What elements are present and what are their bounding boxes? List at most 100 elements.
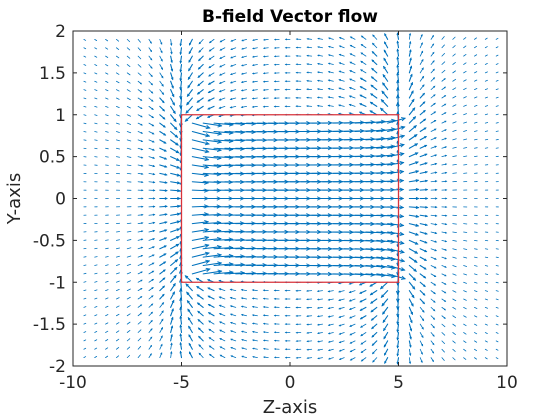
field-arrow-head: [228, 229, 234, 234]
field-arrow-head: [284, 63, 288, 66]
field-arrow: [191, 221, 209, 225]
field-arrow: [83, 272, 87, 275]
field-arrow-head: [306, 298, 309, 301]
field-arrow: [419, 171, 428, 174]
field-arrow: [191, 172, 209, 176]
field-arrow-head: [204, 141, 210, 146]
field-arrow: [419, 231, 428, 235]
field-arrow: [94, 97, 98, 100]
field-arrow-head: [152, 205, 156, 208]
field-arrow-head: [412, 116, 417, 120]
field-arrow-head: [162, 293, 165, 297]
field-arrow: [463, 256, 468, 259]
field-arrow: [419, 162, 428, 166]
field-arrow-head: [399, 214, 405, 219]
field-arrow: [371, 331, 378, 338]
field-arrow-head: [197, 327, 201, 331]
field-arrow-head: [241, 338, 244, 341]
field-arrow: [474, 298, 478, 301]
field-arrow: [495, 290, 499, 292]
field-arrow-head: [412, 107, 416, 111]
field-arrow: [126, 321, 131, 325]
field-arrow: [159, 147, 167, 152]
field-arrow: [383, 340, 389, 348]
field-arrow-head: [163, 141, 167, 144]
field-arrow-head: [424, 162, 428, 165]
field-arrow: [495, 80, 499, 82]
field-arrow-head: [413, 268, 417, 272]
field-arrow-head: [327, 298, 331, 301]
field-arrow-head: [273, 63, 277, 66]
field-arrow-head: [327, 104, 331, 107]
field-arrow-head: [188, 325, 191, 329]
field-arrow: [126, 55, 131, 59]
field-arrow: [198, 327, 204, 334]
field-arrow-head: [204, 251, 210, 256]
field-arrow: [213, 238, 234, 241]
field-arrow: [159, 229, 168, 233]
field-arrow: [202, 238, 222, 241]
field-arrow: [126, 114, 131, 117]
field-arrow-head: [141, 164, 144, 167]
field-arrow-head: [198, 50, 201, 53]
field-arrow-head: [218, 98, 222, 101]
field-arrow-head: [359, 325, 363, 328]
field-arrow-head: [152, 213, 156, 216]
field-arrow-head: [432, 351, 435, 354]
field-arrow: [116, 297, 120, 300]
field-arrow-head: [425, 179, 429, 183]
field-arrow: [408, 161, 419, 166]
field-arrow-head: [348, 95, 352, 98]
field-arrow-head: [420, 33, 423, 37]
field-arrow: [463, 348, 467, 352]
field-arrow-head: [140, 246, 144, 249]
field-arrow: [83, 97, 87, 100]
field-arrow-head: [434, 180, 438, 183]
field-arrow: [441, 52, 446, 57]
field-arrow-head: [414, 259, 418, 263]
field-arrow: [83, 281, 87, 283]
field-arrow: [408, 116, 416, 124]
field-arrow-head: [175, 243, 180, 247]
field-arrow-head: [284, 80, 287, 83]
field-arrow: [474, 71, 478, 74]
field-arrow-head: [197, 83, 201, 87]
field-arrow-head: [295, 54, 298, 57]
field-arrow-head: [229, 321, 233, 324]
field-arrow-head: [380, 99, 385, 103]
field-arrow-head: [433, 274, 437, 278]
field-arrow-head: [263, 38, 266, 41]
field-arrow: [387, 179, 404, 183]
field-arrow-head: [218, 106, 222, 109]
field-arrow: [484, 273, 489, 275]
field-arrow: [126, 97, 131, 101]
field-arrow-head: [252, 39, 255, 42]
field-arrow: [376, 119, 396, 124]
field-arrow-head: [273, 331, 277, 334]
field-arrow: [376, 128, 396, 133]
field-arrow-head: [349, 78, 352, 81]
field-arrow: [191, 122, 211, 129]
field-arrow: [408, 206, 420, 209]
field-arrow: [179, 72, 183, 82]
field-arrow-head: [348, 112, 352, 115]
field-arrow-head: [219, 65, 222, 68]
field-arrow-head: [358, 111, 362, 114]
field-arrow: [474, 147, 478, 149]
field-arrow: [474, 54, 478, 57]
field-arrow: [83, 347, 87, 350]
y-tick-label: -1.5: [33, 315, 66, 335]
field-arrow-head: [187, 76, 191, 80]
field-arrow-head: [140, 140, 144, 142]
field-arrow: [83, 356, 87, 359]
field-arrow: [116, 64, 120, 67]
field-arrow-head: [140, 90, 143, 93]
field-arrow-head: [372, 34, 375, 37]
field-arrow: [387, 214, 404, 218]
field-arrow: [396, 64, 400, 74]
magnet-outline: [180, 114, 400, 283]
field-arrow-head: [424, 170, 429, 174]
field-arrow: [376, 256, 396, 260]
field-arrow: [452, 281, 457, 285]
field-arrow-head: [170, 68, 174, 72]
